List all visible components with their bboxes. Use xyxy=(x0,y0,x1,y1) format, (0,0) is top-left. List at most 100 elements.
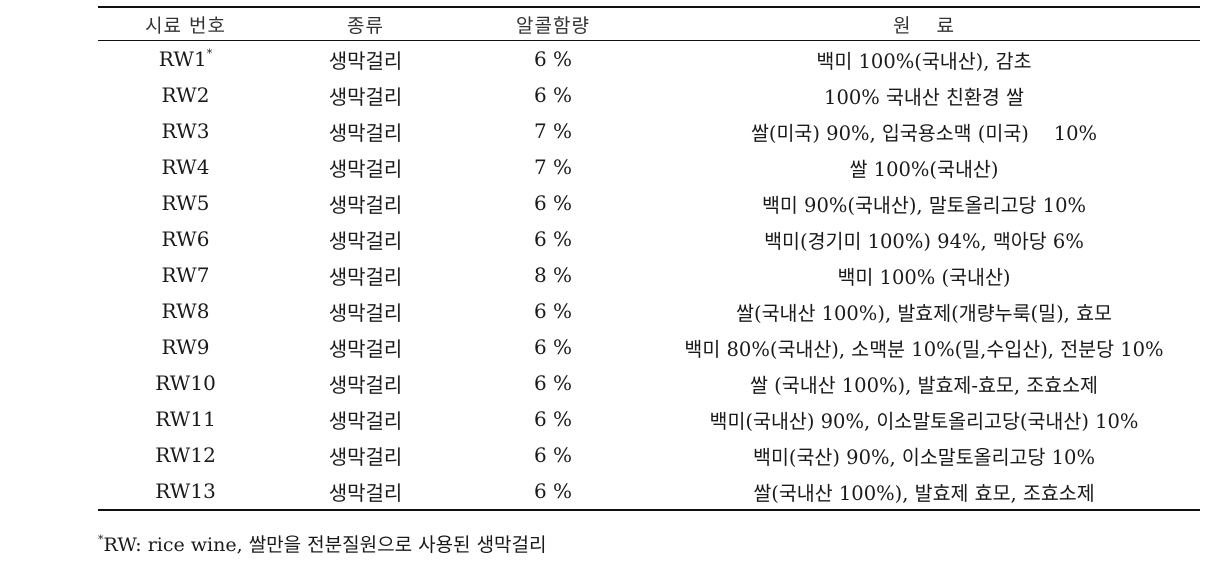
cell-material: 백미 100%(국내산), 감초 xyxy=(648,41,1200,78)
cell-sample-id: RW11 xyxy=(98,401,273,437)
cell-type: 생막걸리 xyxy=(273,41,458,78)
cell-alcohol-text: 6 % xyxy=(533,227,573,251)
cell-material-text: 백미 80%(국내산), 소맥분 10%(밀,수입산), 전분당 10% xyxy=(684,337,1164,361)
cell-material: 쌀(미국) 90%, 입국용소맥 (미국) 10% xyxy=(648,113,1200,149)
cell-material-text: 쌀(미국) 90%, 입국용소맥 (미국) 10% xyxy=(750,121,1098,145)
cell-alcohol: 8 % xyxy=(458,257,648,293)
cell-material: 백미(국산) 90%, 이소말토올리고당 10% xyxy=(648,437,1200,473)
table-row: RW7 생막걸리 8 % 백미 100% (국내산) xyxy=(98,257,1200,293)
cell-alcohol: 6 % xyxy=(458,221,648,257)
table-row: RW3 생막걸리 7 % 쌀(미국) 90%, 입국용소맥 (미국) 10% xyxy=(98,113,1200,149)
cell-sample-id-text: RW5 xyxy=(161,191,210,215)
cell-material: 백미 100% (국내산) xyxy=(648,257,1200,293)
cell-material-text: 백미 100%(국내산), 감초 xyxy=(816,49,1032,73)
cell-sample-id-text: RW6 xyxy=(161,227,210,251)
cell-material-text: 백미(국산) 90%, 이소말토올리고당 10% xyxy=(753,445,1095,469)
table-row: RW13 생막걸리 6 % 쌀(국내산 100%), 발효제 효모, 조효소제 xyxy=(98,473,1200,510)
cell-material-text: 백미 100% (국내산) xyxy=(837,265,1011,289)
cell-alcohol: 7 % xyxy=(458,113,648,149)
footnote-text: RW: rice wine, 쌀만을 전분질원으로 사용된 생막걸리 xyxy=(103,534,547,556)
cell-alcohol-text: 6 % xyxy=(533,407,573,431)
cell-sample-id: RW4 xyxy=(98,149,273,185)
table-row: RW10 생막걸리 6 % 쌀 (국내산 100%), 발효제-효모, 조효소제 xyxy=(98,365,1200,401)
cell-material: 백미(국내산) 90%, 이소말토올리고당(국내산) 10% xyxy=(648,401,1200,437)
cell-material-text: 쌀 100%(국내산) xyxy=(849,157,999,181)
cell-type: 생막걸리 xyxy=(273,149,458,185)
cell-alcohol-text: 6 % xyxy=(533,191,573,215)
cell-sample-id: RW6 xyxy=(98,221,273,257)
cell-material-text: 쌀(국내산 100%), 발효제(개량누룩(밀), 효모 xyxy=(736,301,1112,325)
cell-sample-id-text: RW10 xyxy=(155,371,216,395)
cell-material: 100% 국내산 친환경 쌀 xyxy=(648,77,1200,113)
table-row: RW8 생막걸리 6 % 쌀(국내산 100%), 발효제(개량누룩(밀), 효모 xyxy=(98,293,1200,329)
cell-sample-id: RW13 xyxy=(98,473,273,510)
cell-alcohol-text: 6 % xyxy=(533,299,573,323)
cell-material-text: 쌀(국내산 100%), 발효제 효모, 조효소제 xyxy=(753,481,1095,505)
header-row: 시료 번호 종류 알콜함량 원 료 xyxy=(98,7,1200,41)
sample-table: 시료 번호 종류 알콜함량 원 료 RW1* 생막걸리 6 % 백미 100%(국내산… xyxy=(98,6,1200,511)
cell-type: 생막걸리 xyxy=(273,437,458,473)
cell-sample-id-text: RW9 xyxy=(161,335,210,359)
cell-alcohol: 6 % xyxy=(458,401,648,437)
cell-sample-id-text: RW3 xyxy=(161,119,210,143)
cell-sample-id: RW12 xyxy=(98,437,273,473)
cell-material-text: 백미 90%(국내산), 말토올리고당 10% xyxy=(761,193,1087,217)
sample-table-container: 시료 번호 종류 알콜함량 원 료 RW1* 생막걸리 6 % 백미 100%(국내산… xyxy=(98,6,1200,511)
cell-type-text: 생막걸리 xyxy=(328,228,403,253)
cell-type: 생막걸리 xyxy=(273,185,458,221)
cell-alcohol: 6 % xyxy=(458,437,648,473)
table-row: RW11 생막걸리 6 % 백미(국내산) 90%, 이소말토올리고당(국내산) 10… xyxy=(98,401,1200,437)
cell-material: 쌀(국내산 100%), 발효제(개량누룩(밀), 효모 xyxy=(648,293,1200,329)
cell-type-text: 생막걸리 xyxy=(328,480,403,505)
cell-sample-id: RW5 xyxy=(98,185,273,221)
header-type: 종류 xyxy=(347,14,384,37)
footnote-reference-mark: * xyxy=(206,47,213,60)
cell-material-text: 100% 국내산 친환경 쌀 xyxy=(824,85,1024,109)
table-row: RW6 생막걸리 6 % 백미(경기미 100%) 94%, 맥아당 6% xyxy=(98,221,1200,257)
cell-sample-id: RW10 xyxy=(98,365,273,401)
cell-material-text: 쌀 (국내산 100%), 발효제-효모, 조효소제 xyxy=(750,373,1098,397)
cell-sample-id: RW2 xyxy=(98,77,273,113)
cell-sample-id: RW8 xyxy=(98,293,273,329)
cell-type-text: 생막걸리 xyxy=(328,120,403,145)
cell-alcohol: 6 % xyxy=(458,329,648,365)
cell-alcohol-text: 6 % xyxy=(533,443,573,467)
table-row: RW12 생막걸리 6 % 백미(국산) 90%, 이소말토올리고당 10% xyxy=(98,437,1200,473)
cell-alcohol-text: 6 % xyxy=(533,47,573,71)
table-row: RW5 생막걸리 6 % 백미 90%(국내산), 말토올리고당 10% xyxy=(98,185,1200,221)
cell-sample-id-text: RW13 xyxy=(155,479,216,503)
cell-type: 생막걸리 xyxy=(273,257,458,293)
cell-alcohol-text: 6 % xyxy=(533,479,573,503)
cell-alcohol-text: 6 % xyxy=(533,335,573,359)
cell-sample-id-text: RW11 xyxy=(155,407,216,431)
cell-alcohol-text: 7 % xyxy=(533,155,573,179)
cell-sample-id-text: RW2 xyxy=(161,83,210,107)
table-row: RW4 생막걸리 7 % 쌀 100%(국내산) xyxy=(98,149,1200,185)
cell-alcohol: 6 % xyxy=(458,365,648,401)
cell-type: 생막걸리 xyxy=(273,401,458,437)
header-alcohol: 알콜함량 xyxy=(516,14,590,37)
cell-sample-id: RW3 xyxy=(98,113,273,149)
cell-sample-id-text: RW7 xyxy=(161,263,210,287)
cell-type: 생막걸리 xyxy=(273,329,458,365)
cell-type-text: 생막걸리 xyxy=(328,264,403,289)
cell-type-text: 생막걸리 xyxy=(328,84,403,109)
table-header: 시료 번호 종류 알콜함량 원 료 xyxy=(98,7,1200,41)
cell-alcohol-text: 7 % xyxy=(533,119,573,143)
cell-sample-id: RW9 xyxy=(98,329,273,365)
table-body: RW1* 생막걸리 6 % 백미 100%(국내산), 감초 RW2 생막걸리 6 % 100… xyxy=(98,41,1200,510)
cell-material-text: 백미(경기미 100%) 94%, 맥아당 6% xyxy=(764,229,1084,253)
cell-alcohol: 6 % xyxy=(458,77,648,113)
cell-material: 백미(경기미 100%) 94%, 맥아당 6% xyxy=(648,221,1200,257)
cell-type-text: 생막걸리 xyxy=(328,48,403,73)
cell-material: 백미 90%(국내산), 말토올리고당 10% xyxy=(648,185,1200,221)
cell-type-text: 생막걸리 xyxy=(328,336,403,361)
table-row: RW2 생막걸리 6 % 100% 국내산 친환경 쌀 xyxy=(98,77,1200,113)
table-row: RW1* 생막걸리 6 % 백미 100%(국내산), 감초 xyxy=(98,41,1200,78)
cell-sample-id-text: RW12 xyxy=(155,443,216,467)
cell-type-text: 생막걸리 xyxy=(328,300,403,325)
table-row: RW9 생막걸리 6 % 백미 80%(국내산), 소맥분 10%(밀,수입산), 전… xyxy=(98,329,1200,365)
cell-alcohol: 6 % xyxy=(458,293,648,329)
cell-alcohol: 7 % xyxy=(458,149,648,185)
cell-material: 백미 80%(국내산), 소맥분 10%(밀,수입산), 전분당 10% xyxy=(648,329,1200,365)
